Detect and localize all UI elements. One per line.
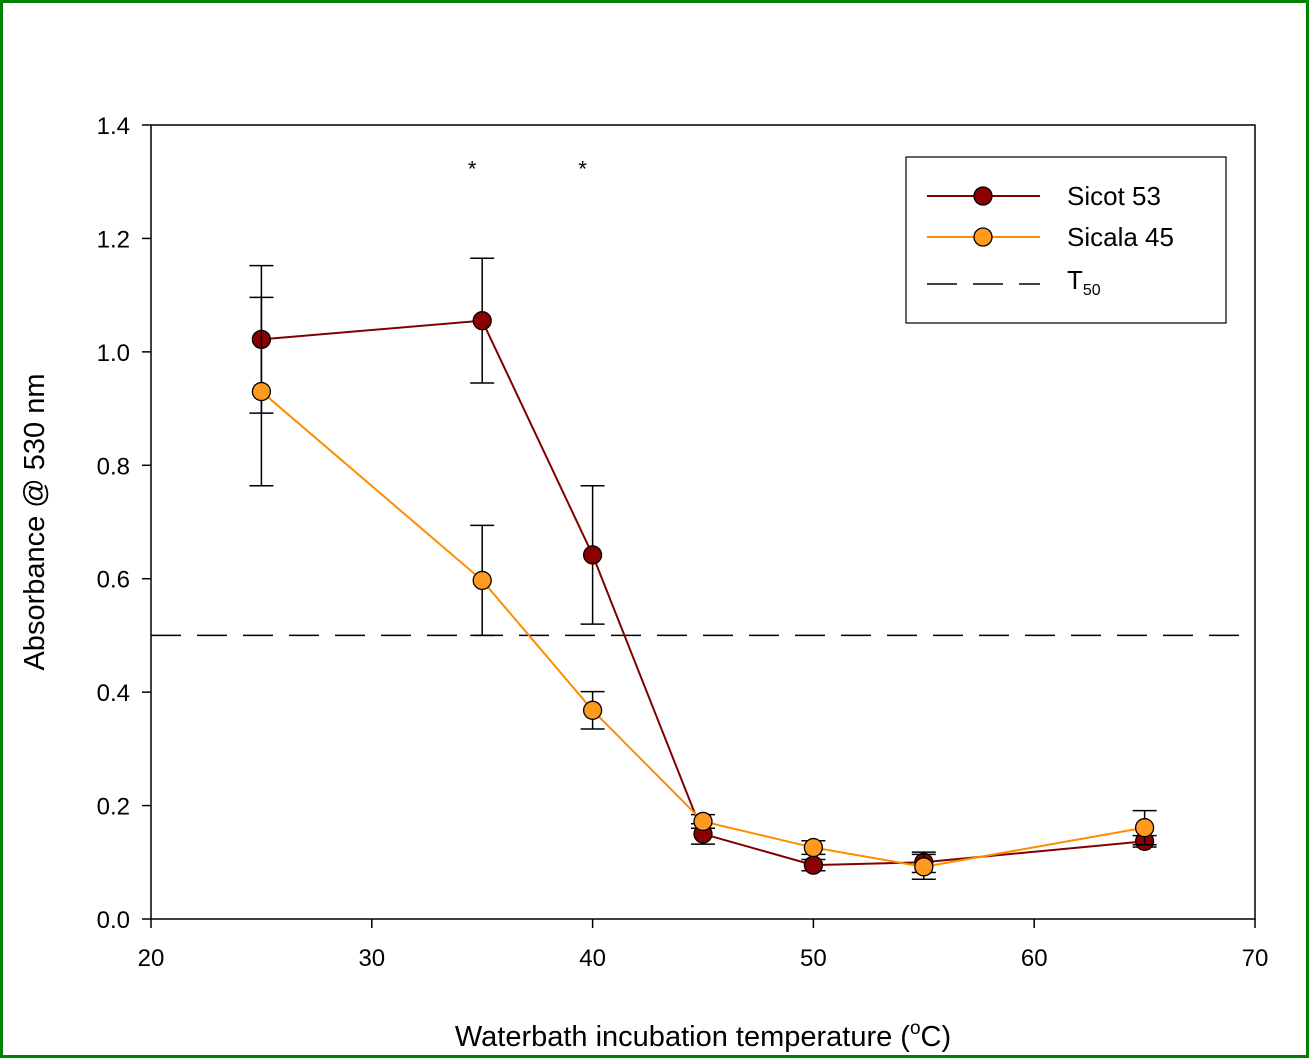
x-axis-title-main: Waterbath incubation temperature ( <box>455 1021 910 1053</box>
axes-layer <box>150 124 1256 920</box>
data-point <box>914 857 934 877</box>
legend-label-t50: T50 <box>1067 265 1101 299</box>
y-tick-label: 0.4 <box>97 680 130 707</box>
legend-box <box>905 156 1227 324</box>
significance-marker: * <box>468 157 477 182</box>
legend-label-t50-main: T <box>1067 265 1083 295</box>
x-axis-title-rest: C) <box>921 1021 952 1053</box>
legend-marker-sicala-45 <box>973 227 993 247</box>
y-tick-label: 0.8 <box>97 453 130 480</box>
legend: Sicot 53 Sicala 45 T50 <box>905 156 1227 324</box>
series-1 <box>249 296 1157 881</box>
data-point <box>1134 818 1155 838</box>
legend-marker-sicot-53 <box>973 186 993 206</box>
plot-area-border <box>150 124 1256 920</box>
x-tick-label: 40 <box>579 945 606 972</box>
x-tick-label: 30 <box>358 945 385 972</box>
data-point <box>251 381 272 402</box>
data-point <box>803 855 824 875</box>
data-point <box>472 311 492 331</box>
annotation-layer: * * <box>468 157 587 182</box>
series-0 <box>249 257 1157 875</box>
x-tick-label: 20 <box>138 945 165 972</box>
significance-marker: * <box>578 157 587 182</box>
y-tick-label: 0.0 <box>97 907 130 934</box>
data-point <box>472 570 492 591</box>
data-point <box>693 811 713 832</box>
legend-label-sicala-45: Sicala 45 <box>1067 222 1174 252</box>
y-axis-title: Absorbance @ 530 nm <box>19 373 51 670</box>
y-tick-label: 1.4 <box>97 113 130 140</box>
x-tick-label: 60 <box>1021 945 1048 972</box>
legend-label-sicot-53: Sicot 53 <box>1067 181 1161 211</box>
y-tick-label: 0.2 <box>97 794 130 821</box>
series-line <box>260 390 1145 868</box>
x-axis-title-superscript: o <box>910 1018 921 1039</box>
x-tick-label: 50 <box>800 945 827 972</box>
y-tick-label: 0.6 <box>97 567 130 594</box>
ticks-layer: 20 30 40 50 60 70 0.0 0.2 0.4 0.6 0.8 1.0 1.2 1.4 <box>97 113 1269 972</box>
x-tick-label: 70 <box>1242 945 1269 972</box>
y-tick-label: 1.2 <box>97 226 130 253</box>
data-point <box>582 545 603 565</box>
data-point <box>803 837 824 858</box>
series-line <box>261 319 1145 867</box>
legend-label-t50-subscript: 50 <box>1083 282 1101 299</box>
data-point <box>582 700 603 720</box>
x-axis-title: Waterbath incubation temperature (oC) <box>455 1018 951 1053</box>
series-layer <box>249 257 1157 881</box>
y-tick-label: 1.0 <box>97 340 130 367</box>
